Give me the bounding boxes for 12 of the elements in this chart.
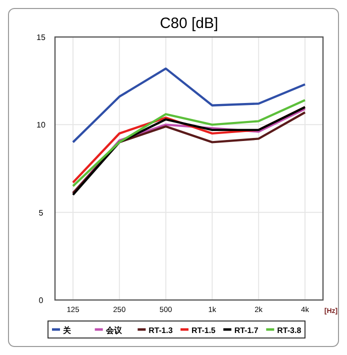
legend-label: RT-1.7 (234, 326, 259, 335)
y-tick-label: 15 (36, 33, 46, 42)
chart-title: C80 [dB] (160, 15, 218, 32)
y-tick-label: 0 (38, 296, 44, 305)
legend-label: 关 (62, 326, 72, 335)
y-tick-label: 5 (38, 208, 44, 218)
y-tick-label: 10 (36, 120, 46, 130)
line-series (72, 67, 306, 144)
legend-label: RT-1.3 (148, 326, 174, 335)
legend-label: RT-1.5 (192, 326, 216, 335)
legend-label: 会议 (104, 326, 123, 335)
legend-label: RT-3.8 (277, 326, 302, 335)
